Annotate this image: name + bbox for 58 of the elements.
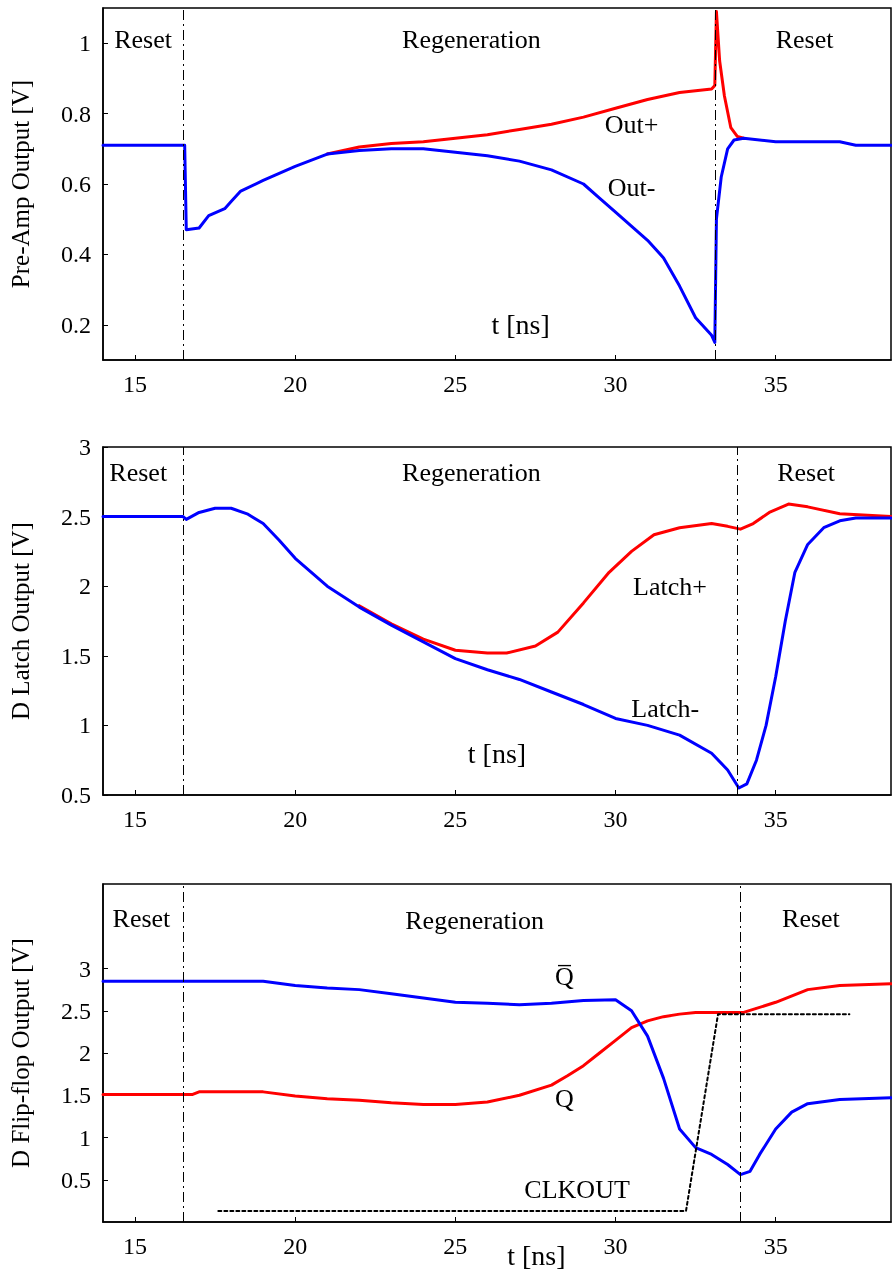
series-label: Latch- bbox=[631, 694, 700, 724]
y-tick-label: 2 bbox=[79, 573, 91, 600]
x-tick-label: 20 bbox=[283, 1233, 308, 1259]
y-tick-label: 2 bbox=[79, 1040, 91, 1066]
y-tick-label: 0.6 bbox=[61, 171, 91, 197]
line-series bbox=[357, 502, 892, 655]
x-axis-title: t [ns] bbox=[507, 1240, 566, 1272]
annotation: Reset bbox=[775, 25, 835, 55]
annotation: Reset bbox=[109, 457, 168, 487]
series-label: CLKOUT bbox=[524, 1175, 630, 1205]
y-axis-title: Pre-Amp Output [V] bbox=[7, 79, 34, 289]
x-tick-label: 35 bbox=[763, 371, 788, 397]
y-tick-label: 0.8 bbox=[61, 100, 91, 127]
y-tick-label: 0.5 bbox=[61, 782, 91, 808]
y-tick-label: 0.2 bbox=[61, 311, 91, 338]
series-label: Out+ bbox=[604, 109, 659, 139]
x-tick-label: 15 bbox=[123, 1233, 148, 1259]
y-tick-label: 1.5 bbox=[61, 642, 91, 669]
x-axis-title: t [ns] bbox=[491, 309, 550, 341]
line-series bbox=[101, 506, 892, 790]
annotation: Reset bbox=[777, 457, 836, 487]
line-series bbox=[325, 10, 746, 156]
x-axis-title: t [ns] bbox=[467, 737, 527, 769]
y-tick-label: 0.5 bbox=[61, 1166, 91, 1193]
y-tick-label: 1.5 bbox=[61, 1082, 91, 1109]
annotation: Reset bbox=[114, 25, 173, 55]
y-tick-label: 1 bbox=[79, 30, 91, 57]
series-label: Out- bbox=[607, 173, 656, 203]
series-label: Latch+ bbox=[633, 571, 707, 601]
annotation: Regeneration bbox=[405, 905, 544, 935]
y-tick-label: 0.4 bbox=[61, 241, 91, 268]
x-tick-label: 15 bbox=[123, 806, 148, 832]
y-tick-label: 3 bbox=[79, 434, 91, 460]
series-label: Q̅ bbox=[554, 962, 574, 992]
y-tick-label: 1 bbox=[79, 712, 91, 739]
x-tick-label: 30 bbox=[603, 806, 628, 832]
x-tick-label: 15 bbox=[123, 371, 148, 397]
y-tick-label: 2.5 bbox=[61, 997, 91, 1024]
x-tick-label: 20 bbox=[283, 806, 308, 832]
x-tick-label: 20 bbox=[283, 371, 308, 397]
annotation: Reset bbox=[112, 904, 172, 934]
x-tick-label: 25 bbox=[443, 1233, 468, 1259]
annotation: Reset bbox=[782, 904, 841, 934]
annotation: Regeneration bbox=[402, 25, 541, 55]
line-series bbox=[101, 136, 892, 344]
y-axis-title: D Flip-flop Output [V] bbox=[7, 938, 34, 1168]
y-tick-label: 2.5 bbox=[61, 503, 91, 530]
y-tick-label: 3 bbox=[79, 955, 91, 982]
annotation: Regeneration bbox=[402, 457, 541, 487]
x-tick-label: 35 bbox=[763, 1233, 788, 1259]
x-tick-label: 30 bbox=[603, 371, 628, 397]
y-axis-title: D Latch Output [V] bbox=[7, 522, 34, 720]
y-tick-label: 1 bbox=[79, 1124, 91, 1151]
series-label: Q bbox=[554, 1084, 574, 1114]
x-tick-label: 30 bbox=[603, 1233, 628, 1259]
x-tick-label: 25 bbox=[443, 806, 468, 832]
x-tick-label: 35 bbox=[763, 806, 788, 832]
x-tick-label: 25 bbox=[443, 371, 468, 397]
